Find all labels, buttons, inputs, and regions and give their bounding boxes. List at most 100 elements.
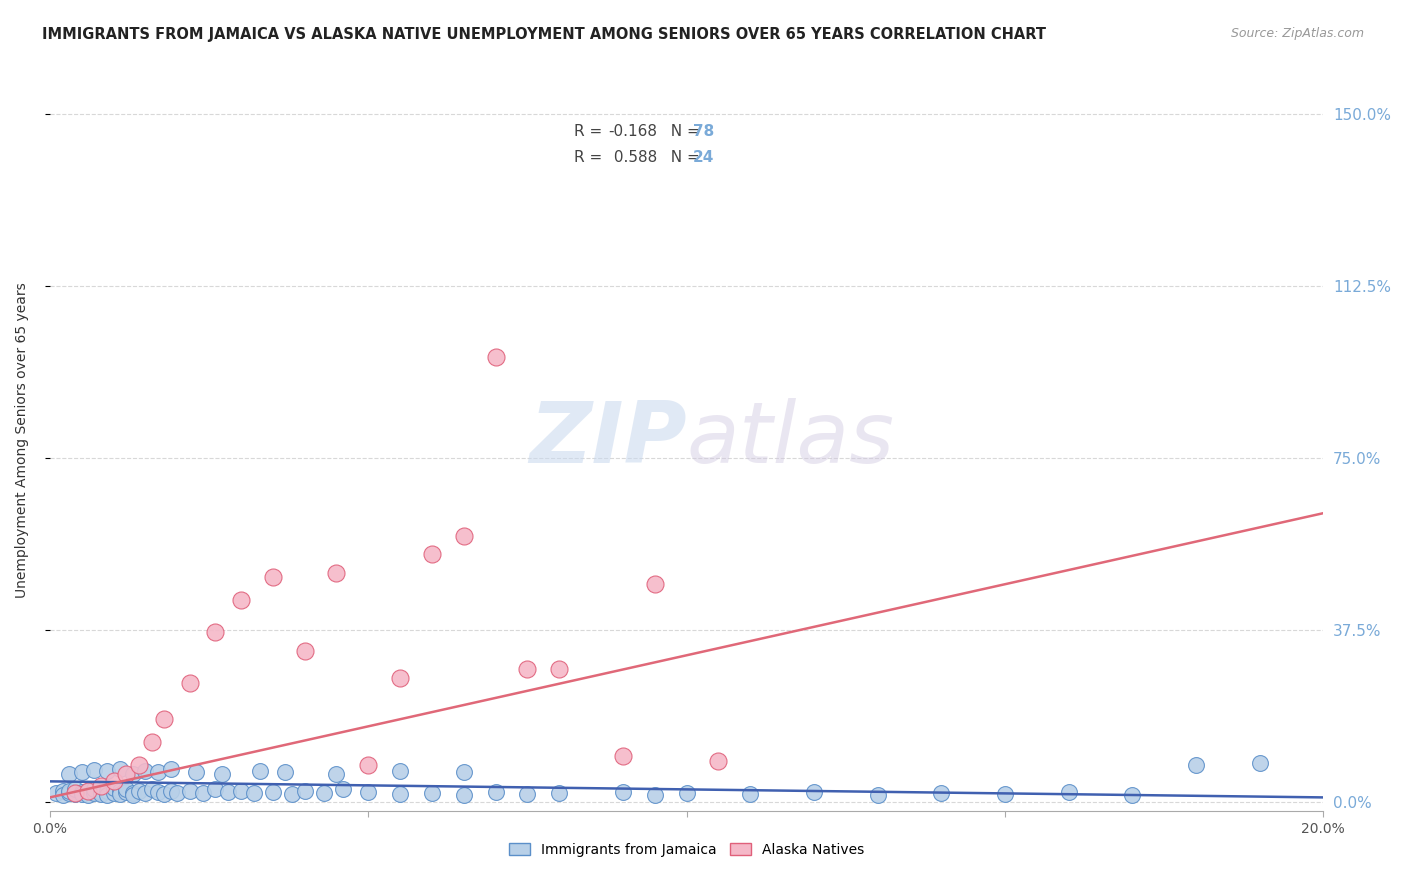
Point: [262, 785, 284, 799]
Point: [115, 767, 138, 781]
Text: R =: R =: [574, 150, 606, 165]
Point: [229, 783, 252, 797]
Point: [65, 782, 87, 797]
Point: [96, 783, 118, 797]
Text: 78: 78: [693, 124, 714, 139]
Point: [83, 786, 105, 800]
Point: [420, 548, 443, 562]
Point: [115, 782, 138, 797]
Point: [52, 783, 75, 797]
Point: [484, 351, 506, 365]
Point: [994, 787, 1017, 801]
Point: [70, 785, 93, 799]
Point: [325, 767, 347, 781]
Point: [312, 786, 335, 800]
Point: [90, 779, 112, 793]
Point: [77, 783, 100, 797]
Point: [325, 566, 347, 580]
Text: N =: N =: [661, 124, 704, 139]
Point: [191, 786, 214, 800]
Point: [803, 785, 825, 799]
Point: [115, 785, 138, 799]
Text: atlas: atlas: [686, 399, 894, 482]
Point: [281, 787, 304, 801]
Point: [141, 735, 163, 749]
Point: [389, 671, 412, 685]
Point: [294, 783, 316, 797]
Point: [332, 782, 354, 797]
Legend: Immigrants from Jamaica, Alaska Natives: Immigrants from Jamaica, Alaska Natives: [502, 836, 872, 863]
Point: [389, 787, 412, 801]
Point: [866, 788, 889, 802]
Point: [548, 662, 571, 676]
Point: [70, 787, 93, 801]
Point: [96, 764, 118, 778]
Point: [420, 786, 443, 800]
Point: [357, 785, 380, 799]
Point: [121, 767, 143, 781]
Point: [146, 785, 169, 799]
Point: [96, 788, 118, 802]
Point: [1185, 758, 1208, 772]
Point: [516, 787, 538, 801]
Point: [453, 788, 475, 802]
Point: [389, 764, 412, 778]
Point: [166, 786, 188, 800]
Point: [65, 787, 87, 801]
Point: [90, 787, 112, 801]
Point: [179, 675, 201, 690]
Point: [83, 782, 105, 797]
Point: [707, 754, 730, 768]
Point: [128, 758, 150, 772]
Point: [128, 783, 150, 797]
Text: 0.588: 0.588: [609, 150, 657, 165]
Point: [516, 662, 538, 676]
Point: [1057, 785, 1080, 799]
Point: [644, 577, 666, 591]
Point: [153, 787, 176, 801]
Text: Source: ZipAtlas.com: Source: ZipAtlas.com: [1230, 27, 1364, 40]
Point: [159, 762, 181, 776]
Point: [249, 764, 271, 778]
Point: [108, 783, 131, 797]
Point: [453, 529, 475, 543]
Point: [294, 643, 316, 657]
Point: [644, 788, 666, 802]
Point: [612, 749, 634, 764]
Point: [134, 786, 156, 800]
Point: [179, 783, 201, 797]
Point: [146, 765, 169, 780]
Point: [153, 713, 176, 727]
Point: [484, 785, 506, 799]
Point: [121, 788, 143, 802]
Point: [262, 570, 284, 584]
Point: [121, 786, 143, 800]
Point: [108, 762, 131, 776]
Point: [58, 783, 80, 797]
Point: [204, 625, 226, 640]
Point: [242, 786, 264, 800]
Point: [548, 786, 571, 800]
Text: 24: 24: [693, 150, 714, 165]
Point: [103, 786, 125, 800]
Point: [675, 786, 697, 800]
Text: N =: N =: [661, 150, 704, 165]
Point: [159, 783, 181, 797]
Point: [453, 765, 475, 780]
Text: -0.168: -0.168: [609, 124, 658, 139]
Point: [357, 758, 380, 772]
Point: [77, 788, 100, 802]
Point: [90, 785, 112, 799]
Point: [70, 765, 93, 780]
Point: [45, 786, 67, 800]
Point: [217, 785, 239, 799]
Point: [103, 774, 125, 789]
Point: [103, 781, 125, 796]
Point: [52, 788, 75, 802]
Point: [141, 782, 163, 797]
Point: [65, 786, 87, 800]
Point: [229, 593, 252, 607]
Text: IMMIGRANTS FROM JAMAICA VS ALASKA NATIVE UNEMPLOYMENT AMONG SENIORS OVER 65 YEAR: IMMIGRANTS FROM JAMAICA VS ALASKA NATIVE…: [42, 27, 1046, 42]
Point: [186, 765, 208, 780]
Point: [740, 787, 762, 801]
